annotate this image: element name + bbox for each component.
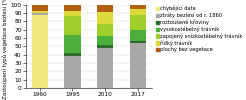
Legend: chybějící data, ztráty bezlesí od r. 1860, roztoušené křoviny, vysokostébelný tr: chybějící data, ztráty bezlesí od r. 186… (155, 6, 243, 52)
Bar (64, 5, 81, 11)
Bar (130, 5, 146, 9)
Bar (64, 53, 81, 56)
Bar (130, 15, 146, 30)
Bar (97, 5, 113, 12)
Bar (130, 41, 146, 43)
Bar (64, 56, 81, 88)
Bar (64, 35, 81, 53)
Bar (97, 45, 113, 48)
Bar (64, 16, 81, 35)
Bar (97, 36, 113, 45)
Bar (130, 9, 146, 15)
Y-axis label: Zastoupení typů vegetace bezlesí [%]: Zastoupení typů vegetace bezlesí [%] (3, 0, 8, 99)
Bar (31, 15, 48, 88)
Bar (97, 48, 113, 88)
Bar (130, 30, 146, 41)
Bar (97, 24, 113, 36)
Bar (31, 13, 48, 15)
Bar (97, 12, 113, 24)
Bar (130, 43, 146, 88)
Bar (31, 11, 48, 13)
Bar (64, 11, 81, 16)
Bar (31, 5, 48, 11)
